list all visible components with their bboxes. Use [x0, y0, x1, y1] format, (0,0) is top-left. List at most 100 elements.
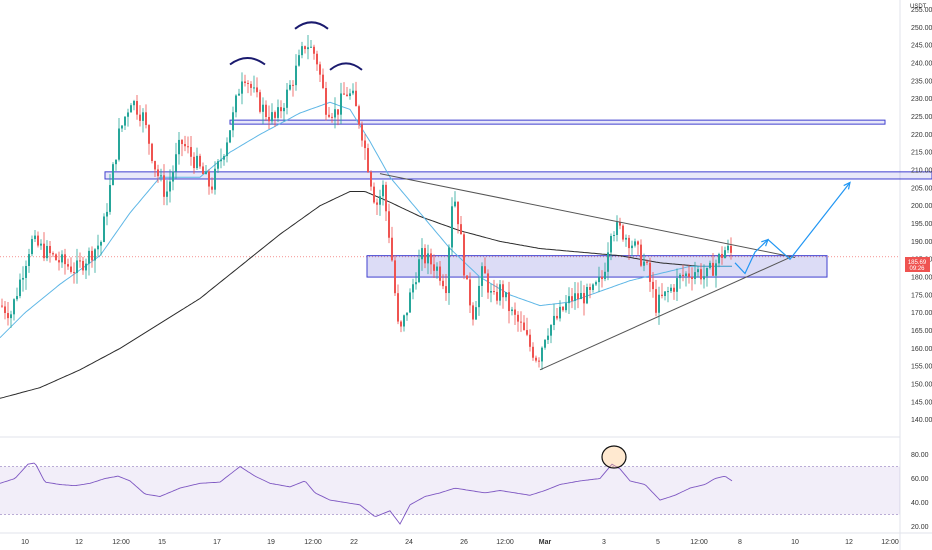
candle-body — [661, 294, 663, 297]
candle-body — [451, 206, 453, 248]
candle-body — [4, 306, 6, 314]
candle-body — [211, 186, 213, 190]
candle-body — [55, 254, 57, 261]
candle-body — [529, 334, 531, 347]
candle-body — [385, 184, 387, 212]
candle-body — [46, 245, 48, 259]
candle-body — [106, 211, 108, 217]
price-axis[interactable]: 255.00 250.00 245.00 240.00 235.00 230.00 225.… — [911, 7, 932, 424]
candle-body — [433, 264, 435, 271]
candle-body — [337, 109, 339, 115]
candle-body — [628, 237, 630, 249]
candle-body — [343, 93, 345, 95]
candle-body — [247, 82, 249, 84]
candle-body — [586, 286, 588, 304]
candle-body — [664, 291, 666, 297]
candle-body — [292, 84, 294, 86]
candle-body — [280, 107, 282, 112]
candle-body — [427, 253, 429, 264]
candle-body — [229, 130, 231, 143]
candle-body — [655, 289, 657, 313]
price-tick-label: 225.00 — [911, 114, 932, 121]
candle-body — [517, 314, 519, 322]
time-tick-label: 15 — [158, 539, 166, 546]
candle-body — [22, 277, 24, 280]
candle-body — [604, 271, 606, 280]
support-resistance-zone — [229, 119, 886, 125]
candle-body — [73, 271, 75, 273]
price-tick-label: 195.00 — [911, 221, 932, 228]
candle-body — [730, 245, 732, 253]
candle-body — [298, 55, 300, 66]
projection-arrowhead — [761, 238, 769, 247]
candle-body — [166, 191, 168, 197]
trendlines[interactable] — [379, 173, 796, 371]
time-tick-label: 10 — [791, 539, 799, 546]
candle-body — [487, 273, 489, 293]
candle-body — [676, 278, 678, 292]
price-tick-label: 155.00 — [911, 364, 932, 371]
time-tick-label: 12:00 — [881, 539, 899, 546]
candle-body — [154, 161, 156, 170]
time-tick-label: Mar — [539, 539, 552, 546]
candle-body — [67, 264, 69, 267]
zones[interactable] — [104, 119, 932, 278]
candle-body — [682, 274, 684, 277]
candle-body — [91, 250, 93, 261]
candle-body — [571, 296, 573, 301]
candle-body — [109, 185, 111, 212]
projection-path[interactable] — [734, 181, 851, 275]
candle-body — [460, 224, 462, 235]
candle-body — [559, 306, 561, 319]
candle-body — [208, 171, 210, 187]
candle-body — [31, 239, 33, 255]
candle-body — [115, 159, 117, 165]
candle-body — [685, 273, 687, 277]
price-tick-label: 235.00 — [911, 78, 932, 85]
candle-body — [58, 260, 60, 263]
ma-slow — [0, 191, 732, 399]
candle-body — [370, 172, 372, 187]
candle-body — [697, 269, 699, 273]
candle-body — [307, 47, 309, 50]
candle-body — [409, 292, 411, 313]
projection-arrowhead — [843, 181, 851, 190]
candle-body — [541, 347, 543, 362]
candle-body — [601, 276, 603, 280]
candle-body — [304, 46, 306, 50]
candle-body — [412, 284, 414, 293]
candle-body — [454, 201, 456, 207]
candle-body — [226, 142, 228, 157]
candle-body — [496, 291, 498, 301]
candle-body — [364, 140, 366, 149]
candle-body — [727, 245, 729, 251]
time-axis[interactable]: 10 12 12:00 15 17 19 12:00 22 24 26 12:00 Mar 3 5 12:0… — [21, 539, 899, 546]
candle-body — [37, 235, 39, 246]
price-tick-label: 215.00 — [911, 150, 932, 157]
price-tick-label: 140.00 — [911, 417, 932, 424]
candle-body — [313, 46, 315, 54]
candle-body — [178, 139, 180, 155]
candle-body — [538, 360, 540, 362]
candle-body — [40, 243, 42, 246]
candle-body — [607, 252, 609, 272]
candle-body — [646, 261, 648, 263]
candle-body — [49, 245, 51, 254]
candle-body — [241, 81, 243, 94]
rsi-axis[interactable]: 80.00 60.00 40.00 20.00 — [911, 452, 929, 531]
time-tick-label: 12 — [75, 539, 83, 546]
candle-body — [403, 315, 405, 327]
candle-body — [721, 253, 723, 258]
candle-body — [256, 87, 258, 93]
candle-body — [625, 237, 627, 240]
candle-body — [556, 315, 558, 319]
rsi-line — [0, 462, 733, 525]
candle-body — [214, 168, 216, 190]
price-tick-label: 245.00 — [911, 43, 932, 50]
candle-body — [418, 259, 420, 283]
last-price-badge — [905, 257, 930, 272]
candle-body — [28, 254, 30, 266]
candle-body — [379, 196, 381, 205]
